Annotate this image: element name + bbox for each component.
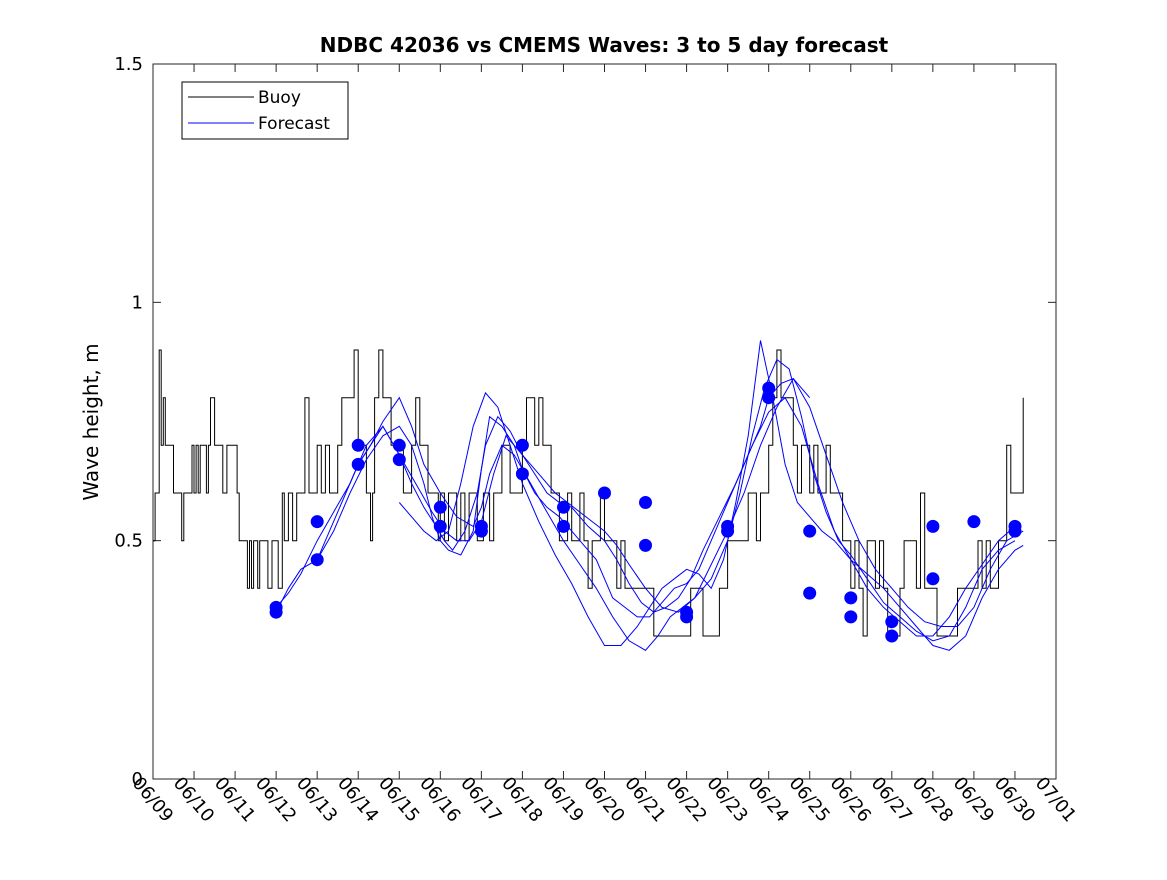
legend: Buoy Forecast <box>181 81 349 140</box>
forecast-marker <box>639 538 652 552</box>
y-tick-label: 0 <box>132 769 143 790</box>
forecast-marker <box>310 553 324 567</box>
forecast-marker <box>433 519 447 533</box>
forecast-marker <box>392 453 406 467</box>
forecast-line-5 <box>398 340 1024 651</box>
y-tick-label: 1 <box>132 292 143 313</box>
forecast-marker <box>557 519 570 533</box>
forecast-marker <box>844 591 858 605</box>
forecast-marker <box>680 610 694 624</box>
forecast-marker <box>598 486 611 500</box>
forecast-marker <box>885 615 899 629</box>
forecast-marker <box>762 381 776 395</box>
forecast-marker <box>515 438 529 452</box>
forecast-marker <box>967 515 981 529</box>
forecast-marker <box>926 519 940 533</box>
y-axis-label: Wave height, m <box>79 343 103 500</box>
forecast-line-1 <box>275 378 811 618</box>
forecast-marker <box>721 524 735 538</box>
forecast-marker <box>803 586 817 600</box>
forecast-marker <box>392 438 406 452</box>
legend-buoy-label: Buoy <box>258 88 301 108</box>
forecast-marker <box>351 457 365 471</box>
forecast-marker <box>474 524 488 538</box>
legend-forecast-label: Forecast <box>258 114 330 134</box>
forecast-marker <box>269 605 283 619</box>
forecast-marker <box>844 610 858 624</box>
forecast-line-2 <box>275 396 1016 637</box>
forecast-marker <box>557 500 570 514</box>
forecast-marker <box>762 391 776 405</box>
forecast-marker <box>926 572 940 586</box>
forecast-marker <box>310 515 324 529</box>
forecast-marker <box>1008 519 1022 533</box>
forecast-marker <box>351 438 365 452</box>
y-tick-label: 1.5 <box>114 54 143 75</box>
chart-title: NDBC 42036 vs CMEMS Waves: 3 to 5 day fo… <box>320 33 889 57</box>
forecast-marker <box>515 467 529 481</box>
y-tick-label: 0.5 <box>114 531 143 552</box>
legend-box <box>181 81 349 140</box>
forecast-marker <box>885 629 899 643</box>
forecast-line-3 <box>316 377 1024 627</box>
forecast-marker <box>803 524 817 538</box>
forecast-marker <box>433 500 447 514</box>
forecast-marker <box>639 496 652 509</box>
